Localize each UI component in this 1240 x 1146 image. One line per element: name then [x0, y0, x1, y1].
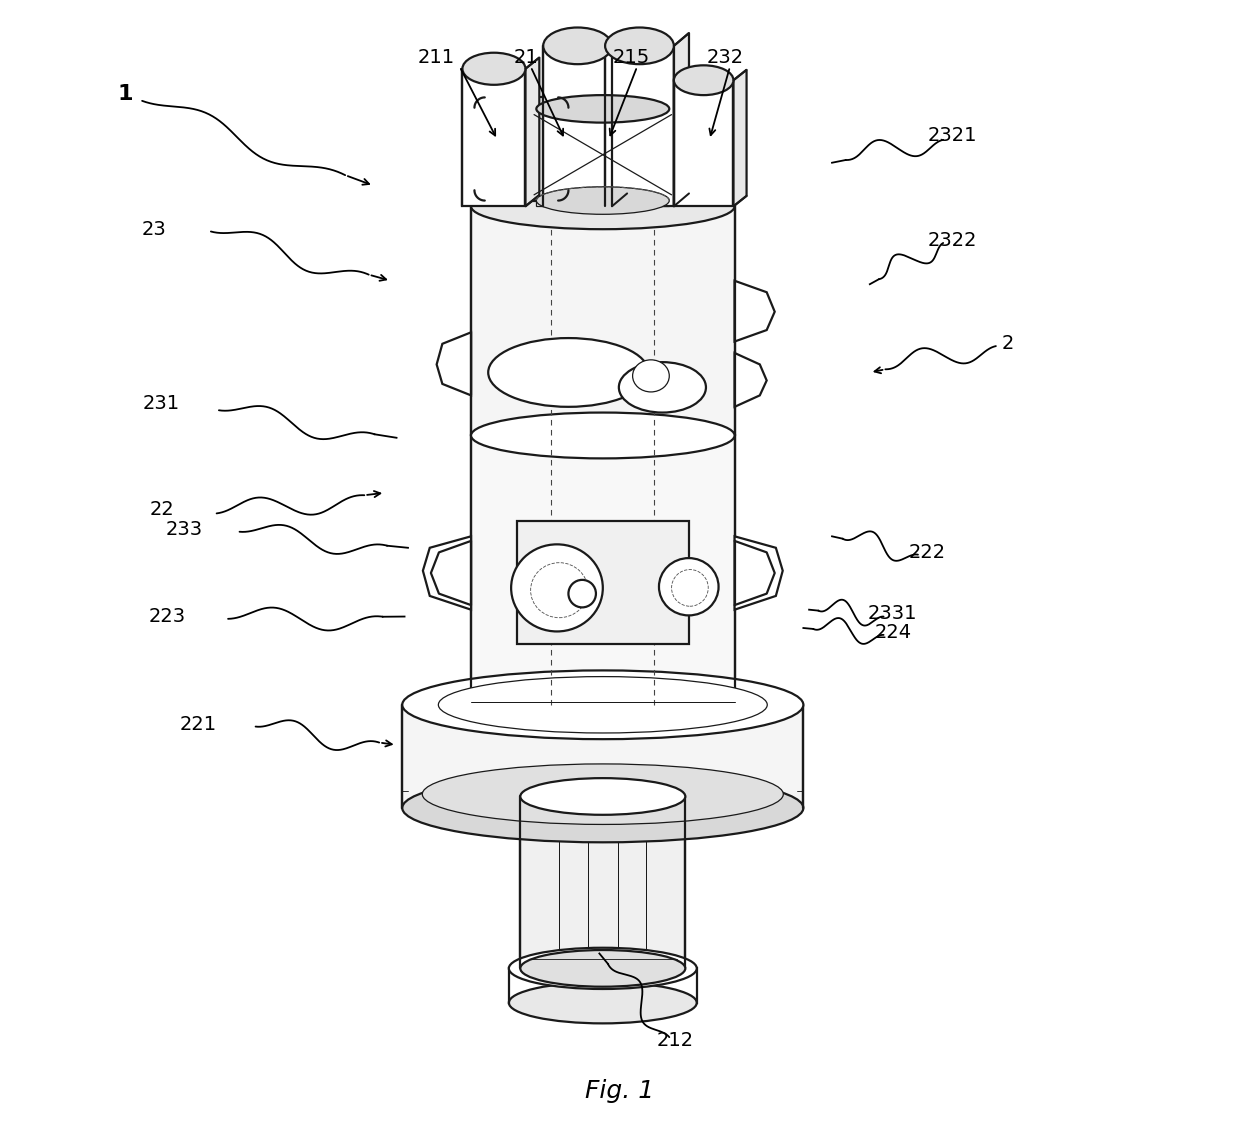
Polygon shape [631, 105, 712, 193]
Ellipse shape [511, 544, 603, 631]
Ellipse shape [521, 950, 686, 987]
Ellipse shape [439, 676, 768, 733]
Polygon shape [734, 281, 775, 342]
Text: 22: 22 [149, 501, 174, 519]
Text: 224: 224 [874, 623, 911, 642]
Polygon shape [673, 33, 689, 206]
Ellipse shape [537, 95, 670, 123]
Ellipse shape [471, 183, 734, 229]
Ellipse shape [619, 362, 706, 413]
Ellipse shape [471, 413, 734, 458]
Ellipse shape [463, 53, 526, 85]
Polygon shape [526, 57, 539, 206]
Polygon shape [436, 332, 471, 395]
Ellipse shape [423, 764, 784, 824]
Ellipse shape [658, 558, 718, 615]
Ellipse shape [672, 570, 708, 606]
Ellipse shape [568, 580, 596, 607]
Ellipse shape [543, 28, 613, 64]
Text: 2331: 2331 [868, 604, 918, 622]
Text: 21: 21 [513, 48, 538, 66]
Text: 23: 23 [141, 220, 166, 238]
Polygon shape [471, 435, 734, 705]
Text: 211: 211 [418, 48, 455, 66]
Ellipse shape [508, 982, 697, 1023]
Text: 1: 1 [117, 84, 133, 104]
Polygon shape [734, 353, 766, 407]
Ellipse shape [632, 360, 670, 392]
Ellipse shape [402, 670, 804, 739]
Polygon shape [475, 97, 568, 201]
Polygon shape [521, 796, 686, 968]
Ellipse shape [605, 28, 673, 64]
Ellipse shape [521, 778, 686, 815]
Polygon shape [537, 109, 670, 206]
Polygon shape [734, 536, 782, 610]
Ellipse shape [537, 187, 670, 214]
Ellipse shape [673, 65, 733, 95]
Text: 212: 212 [656, 1031, 693, 1050]
Polygon shape [543, 46, 613, 206]
Text: 222: 222 [909, 543, 946, 562]
Text: 231: 231 [143, 394, 180, 413]
Ellipse shape [508, 948, 697, 989]
Polygon shape [605, 46, 673, 206]
Text: 223: 223 [149, 607, 186, 626]
Polygon shape [613, 33, 627, 206]
Text: Fig. 1: Fig. 1 [585, 1080, 655, 1102]
Polygon shape [402, 705, 804, 808]
Polygon shape [423, 536, 471, 610]
Polygon shape [733, 70, 746, 206]
Ellipse shape [402, 774, 804, 842]
Text: 221: 221 [180, 715, 217, 733]
Polygon shape [471, 206, 734, 435]
Polygon shape [673, 80, 733, 206]
Ellipse shape [489, 338, 649, 407]
Polygon shape [517, 521, 688, 644]
Text: 2321: 2321 [928, 126, 977, 144]
Polygon shape [463, 69, 526, 206]
Text: 2322: 2322 [928, 231, 977, 250]
Text: 233: 233 [166, 520, 203, 539]
Text: 215: 215 [613, 48, 650, 66]
Text: 2: 2 [1001, 335, 1013, 353]
Ellipse shape [531, 563, 588, 618]
Text: 232: 232 [707, 48, 744, 66]
